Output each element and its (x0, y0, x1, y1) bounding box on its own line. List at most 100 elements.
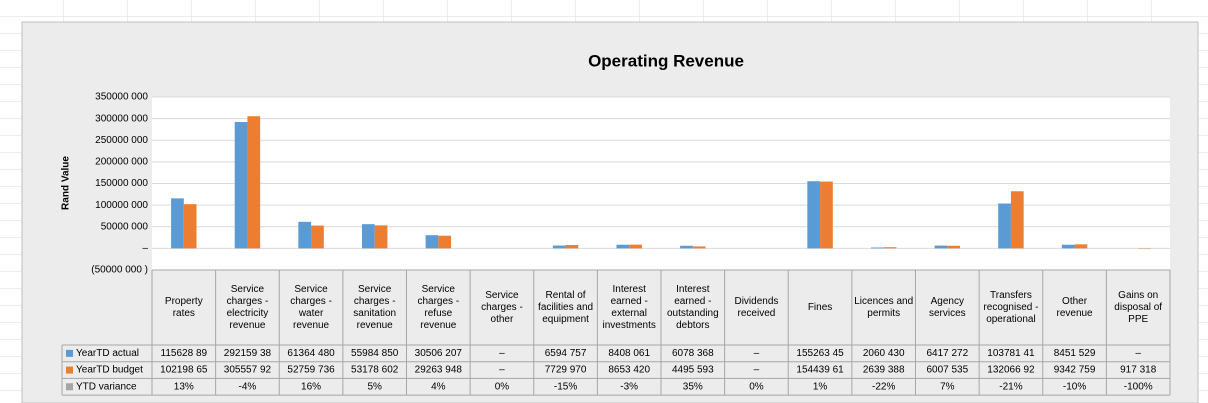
bar (183, 204, 197, 249)
y-tick-label: – (142, 243, 148, 254)
bar (438, 235, 452, 249)
legend-label: YearTD actual (76, 348, 139, 359)
bar (870, 247, 884, 249)
bar (374, 225, 388, 249)
table-value: 6007 535 (926, 365, 968, 376)
table-value: 1% (813, 381, 828, 392)
bar (692, 246, 706, 249)
legend-label: YearTD budget (76, 365, 143, 376)
legend-key (66, 349, 73, 357)
table-value: 6594 757 (545, 348, 587, 359)
table-value: 0% (749, 381, 764, 392)
table-value: 155263 45 (796, 348, 844, 359)
table-value: -15% (554, 381, 577, 392)
category-cell: Rental of facilities and equipment (538, 289, 594, 325)
x-tick-label: Rental of facilities and equipment (538, 289, 594, 325)
y-tick-label: (50000 000 ) (91, 265, 148, 276)
table-value: -10% (1063, 381, 1086, 392)
bar (552, 245, 566, 249)
table-value: 2639 388 (863, 365, 905, 376)
table-value: -4% (239, 381, 257, 392)
table-value: 103781 41 (987, 348, 1035, 359)
category-cell: Service charges - sanitation revenue (353, 283, 397, 331)
table-value: 13% (174, 381, 194, 392)
table-value: 61364 480 (287, 348, 335, 359)
bar (1074, 244, 1088, 249)
table-value: 8408 061 (608, 348, 650, 359)
table-value: 35% (683, 381, 703, 392)
bar (680, 245, 693, 249)
table-value: 7% (940, 381, 955, 392)
x-tick-label: Fines (807, 301, 833, 313)
y-axis-title: Rand Value (61, 156, 72, 210)
x-tick-label: Gains on disposal of PPE (1114, 289, 1163, 325)
bar (565, 245, 579, 249)
table-value: 292159 38 (224, 348, 272, 359)
bar (298, 221, 312, 249)
table-value: 8451 529 (1054, 348, 1096, 359)
bar (820, 181, 833, 249)
table-value: 8653 420 (608, 365, 650, 376)
bar (311, 225, 324, 249)
chart-title: Operating Revenue (588, 51, 744, 70)
x-tick-label: Service charges - electricity revenue (226, 283, 269, 331)
table-value: 6078 368 (672, 348, 714, 359)
bar (629, 244, 642, 249)
category-cell: Property rates (165, 296, 203, 319)
table-value: 55984 850 (351, 348, 399, 359)
table-value: 5% (367, 381, 382, 392)
table-value: 29263 948 (415, 365, 463, 376)
category-cell: Service charges - other (481, 290, 523, 325)
legend-key (66, 383, 73, 391)
table-value: 305557 92 (224, 365, 272, 376)
category-cell: Licences and permits (854, 296, 913, 319)
y-tick-label: 250000 000 (95, 135, 148, 146)
y-tick-label: 350000 000 (95, 92, 148, 103)
table-value: -21% (999, 381, 1022, 392)
bar (361, 224, 375, 249)
x-tick-label: Service charges - water revenue (290, 283, 332, 331)
bar (616, 244, 630, 249)
category-cell: Interest earned - outstanding debtors (667, 284, 719, 331)
table-value: 52759 736 (287, 365, 335, 376)
bar (934, 245, 948, 249)
table-value: – (754, 365, 760, 376)
bar (247, 116, 261, 249)
table-value: 102198 65 (160, 365, 208, 376)
category-cell: Gains on disposal of PPE (1114, 289, 1163, 325)
x-tick-label: Interest earned - external investments (602, 283, 656, 331)
y-tick-label: 300000 000 (95, 113, 148, 124)
y-tick-label: 50000 000 (101, 221, 149, 232)
x-tick-label: Dividends received (734, 295, 779, 319)
table-value: -22% (872, 381, 895, 392)
table-value: – (499, 348, 505, 359)
table-value: 4495 593 (672, 365, 714, 376)
bar (998, 203, 1011, 249)
x-tick-label: Transfers recognised - operational (983, 289, 1039, 325)
category-cell: Fines (807, 301, 833, 313)
y-tick-label: 100000 000 (95, 200, 148, 211)
table-value: 7729 970 (545, 365, 587, 376)
legend-label: YTD variance (76, 381, 137, 392)
category-cell: Service charges - electricity revenue (226, 283, 269, 331)
y-tick-label: 150000 000 (95, 178, 148, 189)
bar (883, 247, 897, 249)
category-cell: Service charges - water revenue (290, 283, 332, 331)
legend-key (66, 366, 73, 374)
bar (947, 245, 961, 249)
table-value: 6417 272 (926, 348, 968, 359)
table-value: 2060 430 (863, 348, 905, 359)
bar (1061, 244, 1075, 249)
table-value: -100% (1124, 381, 1153, 392)
table-value: 132066 92 (987, 365, 1035, 376)
category-cell: Service charges - refuse revenue (417, 284, 459, 331)
table-value: 917 318 (1120, 365, 1157, 376)
bar (425, 235, 439, 249)
category-cell: Transfers recognised - operational (983, 289, 1039, 325)
table-value: – (754, 348, 760, 359)
bar (234, 122, 248, 249)
category-cell: Interest earned - external investments (602, 283, 656, 331)
x-tick-label: Service charges - sanitation revenue (353, 283, 397, 331)
category-cell: Dividends received (734, 295, 779, 319)
